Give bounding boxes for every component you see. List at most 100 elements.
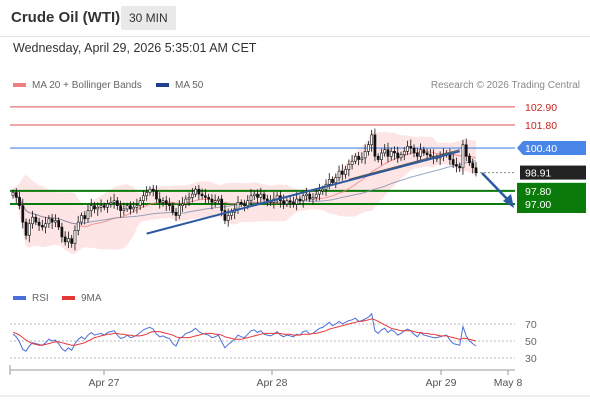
candle-39 [138,200,142,206]
legend-rsi: RSI [13,293,49,304]
candle-89 [301,195,305,202]
level-label-101.80: 101.80 [525,120,557,132]
candle-49 [171,205,175,213]
candle-107 [360,157,364,160]
candle-104 [350,160,354,165]
candle-32 [115,200,119,206]
candle-109 [367,144,370,152]
candle-9 [40,225,44,228]
ma20-label: MA 20 + Bollinger Bands [32,80,142,91]
candle-45 [158,198,162,203]
candle-139 [464,144,468,157]
candle-7 [34,216,38,223]
candle-112 [376,155,380,160]
candle-115 [386,149,390,157]
level-label-100.40: 100.40 [525,143,557,155]
candle-12 [50,218,54,223]
candle-100 [337,170,341,178]
candle-56 [194,188,197,195]
candle-20 [76,221,80,231]
candle-65 [223,210,227,221]
candle-77 [262,193,266,200]
candle-6 [31,216,34,225]
candle-60 [207,197,210,200]
candle-47 [164,200,168,205]
candle-116 [389,151,393,157]
rsi-tick-70: 70 [525,319,537,331]
forecast-arrow-head [503,194,514,208]
candle-30 [109,202,113,205]
candle-46 [161,200,165,203]
candle-17 [67,238,70,243]
candle-44 [155,190,158,200]
candle-126 [422,149,426,154]
candle-140 [468,155,471,164]
rsi-ma-line [12,318,477,346]
candle-98 [331,179,334,183]
candle-86 [292,202,295,205]
candle-3 [21,205,25,223]
x-tick-label-0: Apr 27 [89,377,120,389]
candle-29 [106,203,109,208]
support-label-box [517,182,586,213]
candle-40 [142,195,145,202]
level-label-98.91: 98.91 [525,168,551,180]
candle-135 [451,159,455,165]
candle-5 [27,223,31,236]
candle-13 [54,220,57,223]
candle-57 [197,188,201,195]
x-tick-label-1: Apr 28 [257,377,288,389]
candle-48 [168,203,171,206]
candle-120 [402,151,406,155]
level-label-97.00: 97.00 [525,199,551,211]
candle-88 [298,198,302,202]
candle-62 [213,200,217,203]
candle-101 [340,170,344,175]
candle-74 [252,193,256,197]
candle-102 [344,169,347,175]
candle-127 [425,152,429,155]
candle-121 [406,146,409,152]
bollinger-band-fill [13,131,476,254]
candle-122 [409,146,413,149]
candle-114 [383,149,387,154]
candle-55 [190,193,194,198]
candle-111 [373,134,377,157]
candle-54 [187,197,191,200]
current-price-box [520,165,586,180]
candle-95 [321,188,325,192]
level-label-97.80: 97.80 [525,186,551,198]
candle-38 [135,205,139,208]
candle-83 [282,200,285,205]
candle-37 [132,206,136,210]
candle-142 [474,167,478,174]
candle-53 [184,198,188,205]
instrument-title: Crude Oil (WTI) [11,9,121,26]
candle-63 [217,198,220,202]
candle-22 [83,215,87,220]
candle-71 [243,203,246,206]
candle-103 [347,164,351,170]
candle-141 [471,162,475,169]
candle-94 [318,190,321,195]
candle-97 [327,179,331,185]
candle-70 [239,202,243,205]
candle-85 [288,200,292,203]
candle-136 [455,164,458,167]
candle-8 [37,221,41,226]
candle-28 [102,205,106,208]
ma50-swatch [156,83,169,88]
candle-106 [357,155,360,160]
candle-105 [353,155,357,162]
candle-34 [122,208,126,211]
candle-91 [308,193,312,200]
candle-43 [151,188,155,192]
candle-125 [419,149,422,157]
candle-31 [112,200,116,203]
candle-42 [148,188,152,193]
candle-66 [226,215,230,221]
candle-41 [145,192,149,197]
timeframe-button[interactable]: 30 MIN [121,6,176,30]
candle-93 [314,193,318,198]
